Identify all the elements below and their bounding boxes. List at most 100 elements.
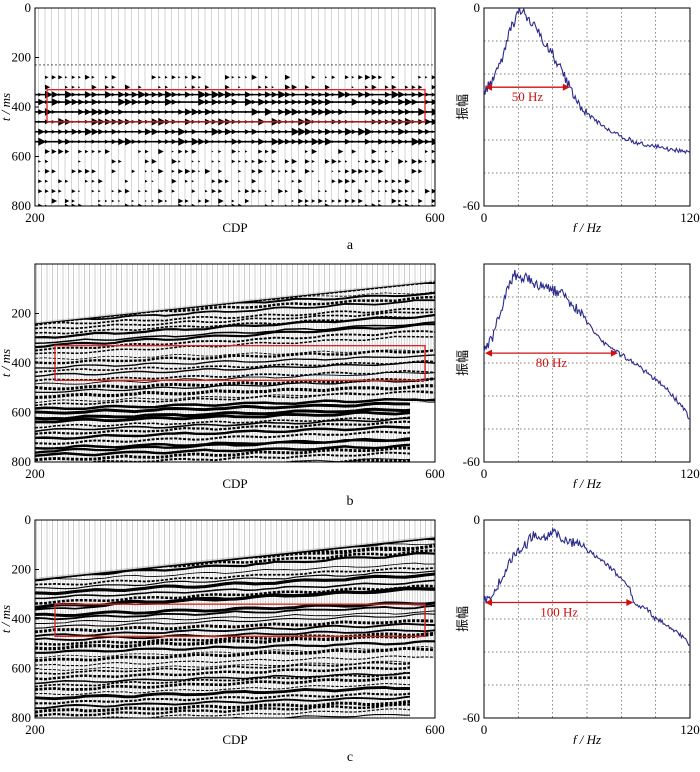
reflector-line [35,429,435,445]
wiggle-fill [351,168,357,174]
wiggle-fill [191,74,197,80]
reflector-line [35,719,435,730]
wiggle-fill [118,159,122,164]
wiggle-fill [145,170,148,173]
wiggle-fill [145,149,149,154]
wiggle-fill [258,85,262,89]
reflector-line [35,646,435,659]
plot-frame [483,7,691,207]
wiggle-fill [418,169,423,174]
seismic-section-b: 200400600800200600CDPt / ms [0,263,445,488]
reflector-line [35,323,435,349]
wiggle-fill [65,149,70,154]
wiggle-fill [371,203,377,206]
reflector-line [35,369,435,382]
x-tick-label: 0 [481,466,488,481]
reflector-line [35,660,435,675]
x-tick-label: 120 [680,722,700,737]
wiggle-fill [45,84,51,90]
wiggle-fill [91,189,95,193]
wiggle-fill [398,188,404,194]
y-axis-label: t / ms [0,349,13,377]
wiggle-fill [91,75,95,79]
wiggle-fill [285,159,290,164]
wiggle-fill [378,168,384,174]
reflector-line [35,549,435,581]
wiggle-fill [365,85,369,89]
reflector-line [35,384,435,399]
wiggle-fill [258,149,263,154]
wiggle-fill [238,189,241,193]
y-tick-label: 400 [12,99,32,114]
reflector-line [35,672,435,688]
reflector-line [35,409,435,424]
wiggle-fill [78,76,81,79]
reflector-line [35,551,435,581]
wiggle-fill [151,200,154,203]
wiggle-fill [385,150,388,153]
wiggle-fill [251,74,257,80]
figure-row-c: 0200400600800200600CDPt / ms 100 Hz0-600… [0,512,700,770]
wiggle-fill [138,150,142,154]
bandwidth-arrowhead-left [485,599,492,606]
wiggle-fill [291,179,295,183]
reflector-line [35,567,435,586]
wiggle-fill [371,159,377,164]
wiggle-fill [238,76,241,79]
wiggle-fill [198,170,201,173]
spectrum-chart-b: 80 Hz -600 120 f / Hz 振幅 [455,263,700,488]
wiggle-fill [385,179,389,183]
wiggle-fill [271,149,277,154]
wiggle-fill [318,198,323,204]
x-tick-label: 600 [425,466,445,481]
wiggle-fill [111,169,116,174]
wiggle-fill [391,189,396,194]
y-tick-label: 600 [12,149,32,164]
wiggle-fill [431,199,435,204]
wiggle-fill [125,203,130,206]
plot-frame [483,519,691,719]
wiggle-fill [251,189,256,194]
wiggle-fill [198,86,201,89]
bandwidth-arrowhead-right [626,599,634,606]
reflector-line [35,313,435,339]
wiggle-fill [65,203,70,206]
reflector-line [35,655,435,667]
wiggle-fill [285,84,291,90]
reflector-line [35,610,435,624]
wiggle-fill [71,199,75,203]
reflector-line [35,307,435,326]
reflector-line [35,682,435,696]
wiggle-fill [38,160,42,163]
wiggle-fill [251,179,257,184]
wiggle-fill [338,199,342,203]
wiggle-fill [191,203,196,206]
wiggle-fill [338,178,344,184]
wiggle-fill [345,75,349,80]
wiggle-fill [378,179,382,183]
wiggle-fill [185,149,189,154]
y-tick-label: 600 [12,405,32,420]
y-tick-label: -60 [463,710,480,725]
wiggle-fill [358,169,363,174]
wiggle-fill [218,169,223,174]
wiggle-fill [151,158,157,164]
wiggle-fill [225,179,229,184]
wiggle-fill [431,188,435,194]
wiggle-fill [105,149,110,154]
trace-group [35,264,435,462]
wiggle-fill [51,189,56,194]
wiggle-fill [185,75,189,79]
wiggle-fill [111,159,117,164]
wiggle-fill [158,76,161,79]
wiggle-fill [285,189,288,193]
wiggle-fill [378,75,383,80]
bandwidth-label: 50 Hz [512,89,544,104]
wiggle-fill [205,198,210,204]
wiggle-fill [65,85,68,89]
x-axis-label: CDP [222,732,247,744]
wiggle-fill [278,188,284,194]
wiggle-fill [231,149,237,154]
wiggle-fill [205,85,210,90]
reflector-line [35,330,435,352]
